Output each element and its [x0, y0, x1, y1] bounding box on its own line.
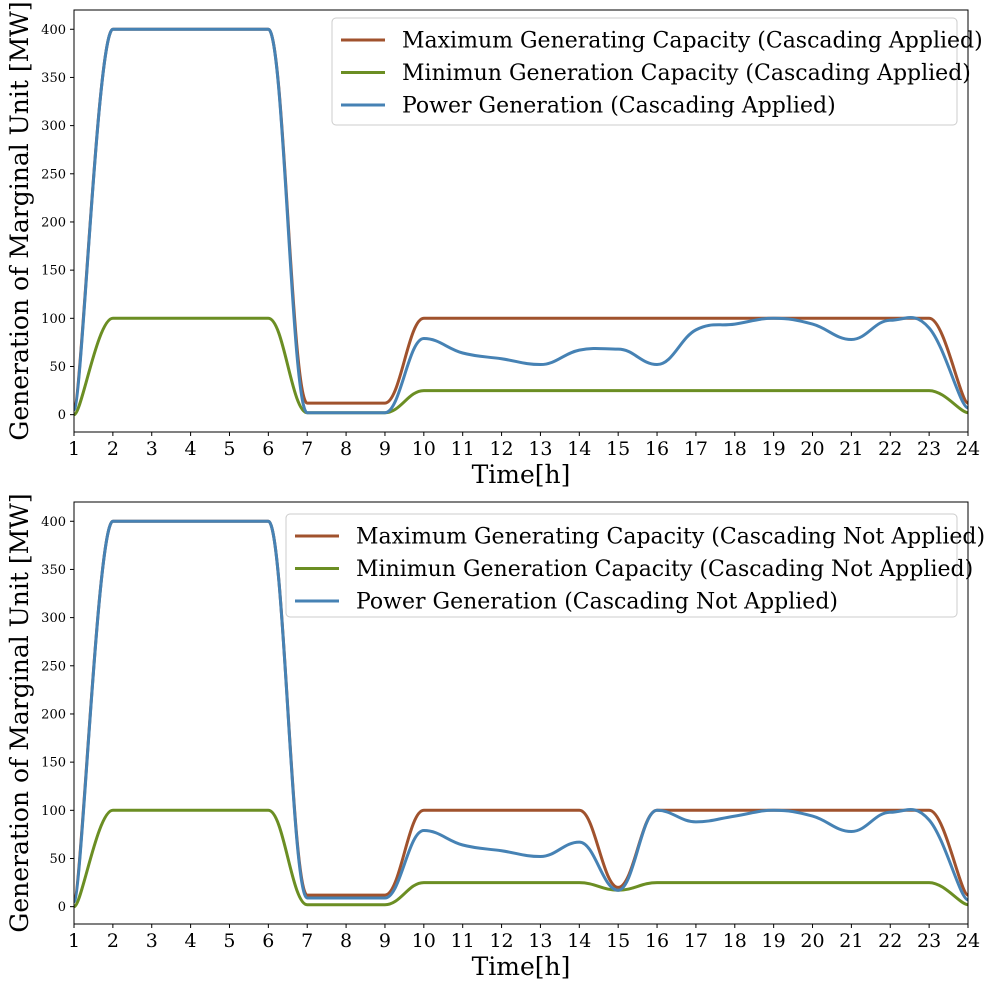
y-tick-label: 50	[49, 852, 66, 867]
series-line-2	[74, 316, 968, 417]
x-tick-label: 9	[379, 438, 391, 460]
legend-label: Maximum Generating Capacity (Cascading N…	[356, 525, 985, 550]
x-tick-label: 21	[839, 438, 863, 460]
x-tick-label: 7	[301, 438, 313, 460]
legend-label: Power Generation (Cascading Applied)	[402, 94, 836, 119]
x-tick-label: 8	[340, 438, 352, 460]
x-tick-label: 1	[68, 438, 80, 460]
legend-box	[285, 513, 958, 618]
x-tick-label: 9	[379, 930, 391, 952]
x-tick-label: 10	[412, 438, 436, 460]
y-tick-label: 300	[41, 611, 66, 626]
x-tick-label: 13	[528, 930, 552, 952]
x-tick-label: 1	[68, 930, 80, 952]
axes-frame	[73, 9, 969, 433]
x-tick-label: 24	[956, 438, 980, 460]
y-tick-label: 200	[41, 215, 66, 230]
x-tick-label: 5	[223, 930, 235, 952]
legend-label: Minimun Generation Capacity (Cascading N…	[356, 557, 973, 582]
x-tick-label: 22	[878, 438, 902, 460]
x-tick-label: 12	[489, 930, 513, 952]
y-tick-label: 50	[49, 360, 66, 375]
legend-label: Power Generation (Cascading Not Applied)	[356, 590, 838, 615]
x-tick-label: 4	[185, 438, 197, 460]
y-tick-label: 400	[41, 23, 66, 38]
y-tick-label: 100	[41, 312, 66, 327]
series-lines	[74, 27, 968, 417]
x-tick-label: 4	[185, 930, 197, 952]
x-tick-label: 11	[451, 930, 475, 952]
x-tick-label: 22	[878, 930, 902, 952]
x-tick-label: 16	[645, 930, 669, 952]
x-tick-label: 15	[606, 438, 630, 460]
x-tick-label: 13	[528, 438, 552, 460]
x-axis-title: Time[h]	[472, 460, 571, 489]
y-tick-label: 300	[41, 119, 66, 134]
x-tick-label: 10	[412, 930, 436, 952]
x-tick-label: 24	[956, 930, 980, 952]
legend: Maximum Generating Capacity (Cascading A…	[331, 17, 983, 126]
y-tick-label: 100	[41, 804, 66, 819]
x-tick-label: 23	[917, 438, 941, 460]
y-tick-label: 150	[41, 756, 66, 771]
x-tick-label: 19	[762, 438, 786, 460]
y-tick-label: 350	[41, 563, 66, 578]
axes-frame	[73, 501, 969, 925]
x-tick-label: 7	[301, 930, 313, 952]
y-axis-title: Generation of Marginal Unit [MW]	[5, 1, 34, 440]
x-tick-label: 11	[451, 438, 475, 460]
legend: Maximum Generating Capacity (Cascading N…	[285, 513, 985, 618]
legend-label: Maximum Generating Capacity (Cascading A…	[402, 29, 983, 54]
series-lines	[74, 519, 968, 909]
y-tick-label: 0	[58, 900, 66, 915]
x-tick-label: 2	[107, 930, 119, 952]
y-tick-label: 250	[41, 167, 66, 182]
x-tick-label: 5	[223, 438, 235, 460]
x-tick-label: 8	[340, 930, 352, 952]
x-tick-label: 19	[762, 930, 786, 952]
x-tick-label: 18	[723, 438, 747, 460]
x-tick-label: 14	[567, 930, 591, 952]
y-tick-label: 350	[41, 71, 66, 86]
series-line-2	[74, 808, 968, 909]
x-tick-label: 21	[839, 930, 863, 952]
y-tick-label: 400	[41, 515, 66, 530]
y-tick-label: 150	[41, 264, 66, 279]
legend-label: Minimun Generation Capacity (Cascading A…	[402, 61, 971, 86]
legend-box	[331, 17, 958, 126]
series-line-3	[74, 27, 968, 415]
x-tick-label: 2	[107, 438, 119, 460]
x-tick-label: 20	[800, 438, 824, 460]
x-tick-label: 12	[489, 438, 513, 460]
y-tick-label: 0	[58, 408, 66, 423]
x-tick-label: 17	[684, 438, 708, 460]
x-tick-label: 20	[800, 930, 824, 952]
y-tick-label: 250	[41, 659, 66, 674]
x-tick-label: 3	[146, 930, 158, 952]
x-tick-label: 16	[645, 438, 669, 460]
series-line-3	[74, 519, 968, 904]
x-tick-label: 6	[262, 930, 274, 952]
y-axis-title: Generation of Marginal Unit [MW]	[5, 493, 34, 932]
x-tick-label: 3	[146, 438, 158, 460]
x-tick-label: 23	[917, 930, 941, 952]
x-tick-label: 17	[684, 930, 708, 952]
x-axis-title: Time[h]	[472, 952, 571, 981]
x-tick-label: 6	[262, 438, 274, 460]
y-tick-label: 200	[41, 707, 66, 722]
x-tick-label: 18	[723, 930, 747, 952]
x-tick-label: 15	[606, 930, 630, 952]
x-tick-label: 14	[567, 438, 591, 460]
